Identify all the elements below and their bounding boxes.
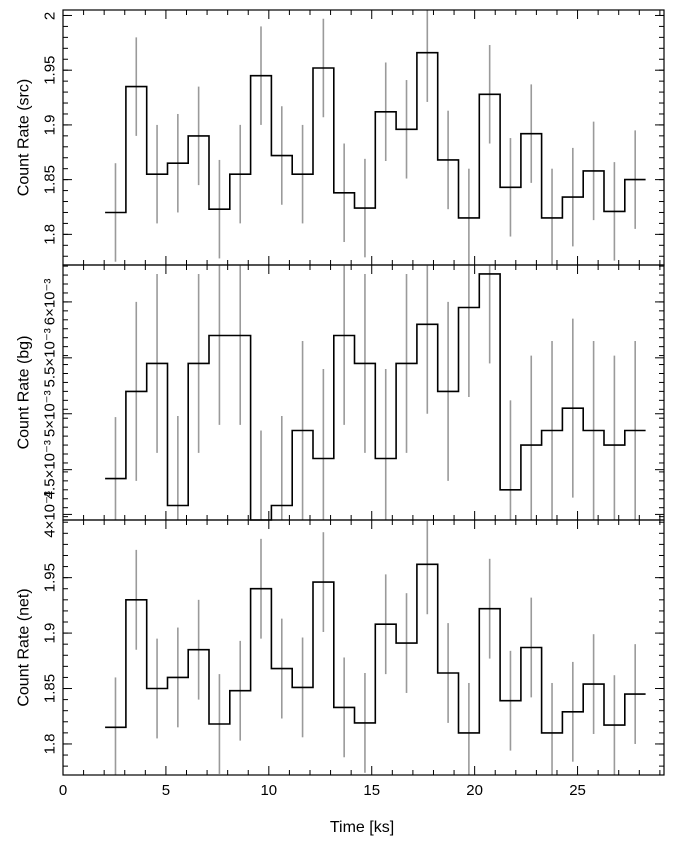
x-tick-label: 10 bbox=[260, 782, 277, 799]
x-axis-label: Time [ks] bbox=[330, 819, 394, 836]
y-tick-label: 1.8 bbox=[42, 224, 59, 245]
y-tick-label: 1.9 bbox=[42, 114, 59, 135]
panel-src: 1.8 1.85 1.9 1.95 2 Count Rate (src) bbox=[16, 9, 665, 266]
y-tick-label: 1.9 bbox=[42, 623, 59, 644]
step-series-src bbox=[105, 51, 646, 219]
y-tick-label: 5×10⁻³ bbox=[42, 390, 59, 437]
panel-bg: 4×10⁻³4.5×10⁻³ 5×10⁻³ 5.5×10⁻³ 6×10⁻³ Count … bbox=[16, 264, 665, 538]
plot-frame-net bbox=[62, 519, 665, 776]
x-tick-label: 25 bbox=[569, 782, 586, 799]
y-axis-label-bg: Count Rate (bg) bbox=[16, 336, 33, 450]
y-tick-label: 1.8 bbox=[42, 734, 59, 755]
plot-frame-src bbox=[62, 9, 665, 266]
plot-frame-bg bbox=[62, 264, 665, 521]
y-tick-label: 4×10⁻³ bbox=[42, 491, 59, 538]
panel-net: 1.8 1.85 1.9 1.95 Count Rate (net) bbox=[16, 519, 665, 776]
x-tick-label: 15 bbox=[363, 782, 380, 799]
step-series-bg bbox=[105, 273, 646, 521]
y-tick-label: 2 bbox=[42, 12, 59, 20]
y-tick-label: 1.95 bbox=[42, 563, 59, 592]
y-tick-label: 1.85 bbox=[42, 165, 59, 194]
y-tick-label: 1.95 bbox=[42, 56, 59, 85]
y-tick-label: 4.5×10⁻³ bbox=[42, 440, 59, 499]
y-tick-label: 1.85 bbox=[42, 674, 59, 703]
y-tick-label: 6×10⁻³ bbox=[42, 279, 59, 326]
x-tick-label: 5 bbox=[162, 782, 170, 799]
y-axis-label-src: Count Rate (src) bbox=[16, 79, 33, 196]
step-series-net bbox=[105, 563, 646, 734]
y-axis-label-net: Count Rate (net) bbox=[16, 588, 33, 706]
y-tick-label: 5.5×10⁻³ bbox=[42, 328, 59, 387]
x-tick-label: 20 bbox=[466, 782, 483, 799]
x-tick-label: 0 bbox=[59, 782, 67, 799]
